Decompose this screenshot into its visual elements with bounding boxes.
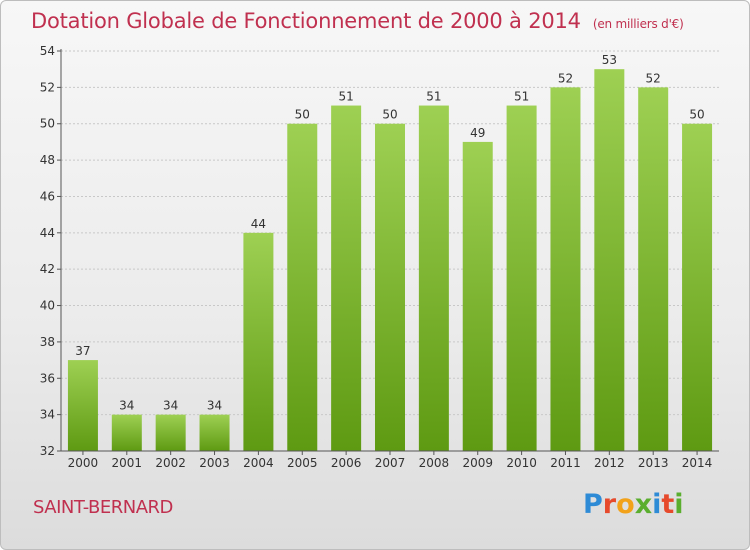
proxiti-logo: Proxiti <box>583 489 684 520</box>
x-tick-label: 2005 <box>287 456 318 470</box>
data-label: 51 <box>514 90 529 104</box>
y-tick-label: 32 <box>40 444 55 458</box>
y-tick-label: 36 <box>40 371 55 385</box>
chart-title: Dotation Globale de Fonctionnement de 20… <box>31 9 684 33</box>
y-tick-label: 42 <box>40 262 55 276</box>
y-tick-label: 34 <box>40 408 55 422</box>
x-tick-label: 2007 <box>375 456 406 470</box>
data-label: 34 <box>163 399 178 413</box>
x-tick-label: 2013 <box>638 456 669 470</box>
data-label: 50 <box>295 108 310 122</box>
data-label: 50 <box>689 108 704 122</box>
y-tick-label: 54 <box>40 44 55 58</box>
x-tick-label: 2000 <box>68 456 99 470</box>
x-tick-label: 2001 <box>112 456 143 470</box>
bar <box>462 141 493 451</box>
y-tick-label: 52 <box>40 80 55 94</box>
chart-title-text: Dotation Globale de Fonctionnement de 20… <box>31 9 581 33</box>
x-tick-label: 2012 <box>594 456 625 470</box>
data-label: 53 <box>602 53 617 67</box>
data-label: 51 <box>338 90 353 104</box>
y-tick-label: 38 <box>40 335 55 349</box>
data-label: 50 <box>382 108 397 122</box>
x-tick-label: 2006 <box>331 456 362 470</box>
bar <box>550 87 581 451</box>
data-label: 52 <box>646 71 661 85</box>
x-tick-label: 2008 <box>419 456 450 470</box>
y-tick-label: 46 <box>40 189 55 203</box>
axes: 32 34 36 38 40 42 44 46 48 50 52 54 2000 2001 2002 2003… <box>40 44 719 470</box>
x-tick-label: 2004 <box>243 456 274 470</box>
chart-unit: (en milliers d'€) <box>592 17 684 31</box>
bar <box>418 105 449 451</box>
x-tick-label: 2003 <box>199 456 230 470</box>
y-tick-label: 48 <box>40 153 55 167</box>
data-label: 37 <box>75 344 90 358</box>
bar <box>67 360 98 451</box>
bar <box>682 123 713 452</box>
data-label: 51 <box>426 90 441 104</box>
bar <box>331 105 362 451</box>
y-tick-label: 44 <box>40 226 55 240</box>
bar <box>506 105 537 451</box>
data-label: 52 <box>558 71 573 85</box>
data-label: 44 <box>251 217 266 231</box>
x-tick-label: 2009 <box>462 456 493 470</box>
y-tick-label: 50 <box>40 117 55 131</box>
bar <box>199 414 230 451</box>
data-label: 49 <box>470 126 485 140</box>
bar <box>155 414 186 451</box>
bar <box>243 232 274 451</box>
data-label: 34 <box>119 399 134 413</box>
x-tick-label: 2014 <box>682 456 713 470</box>
bars: 37 34 34 34 44 50 51 50 51 49 51 52 53 52 50 <box>67 53 713 452</box>
bar <box>287 123 318 452</box>
bar <box>111 414 142 451</box>
bar <box>594 69 625 451</box>
x-tick-label: 2002 <box>155 456 186 470</box>
data-label: 34 <box>207 399 222 413</box>
x-tick-label: 2010 <box>506 456 537 470</box>
y-tick-label: 40 <box>40 299 55 313</box>
bar <box>375 123 405 452</box>
bar <box>638 87 669 451</box>
x-tick-label: 2011 <box>550 456 581 470</box>
commune-name: SAINT-BERNARD <box>33 497 173 518</box>
